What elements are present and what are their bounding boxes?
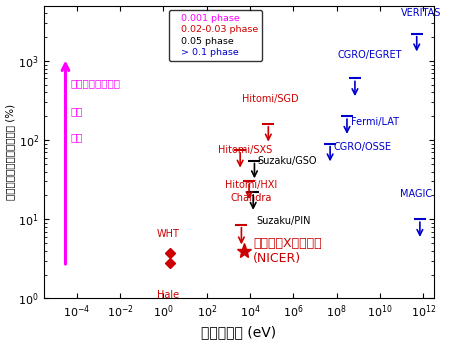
Text: MAGIC: MAGIC [400,189,432,199]
Text: 日本の電波望遠鏡: 日本の電波望遠鏡 [70,78,120,88]
Text: CGRO/EGRET: CGRO/EGRET [337,50,401,60]
Text: 白田: 白田 [70,132,83,142]
Text: Hitomi/HXI: Hitomi/HXI [225,180,278,190]
Legend: 0.001 phase, 0.02-0.03 phase, 0.05 phase, > 0.1 phase: 0.001 phase, 0.02-0.03 phase, 0.05 phase… [169,10,262,61]
Text: WHT: WHT [157,229,180,239]
Text: ナイサーX線望遠鏡
(NICER): ナイサーX線望遠鏡 (NICER) [253,237,322,265]
Y-axis label: 巨大電波パルスでの増幅率 (%): 巨大電波パルスでの増幅率 (%) [5,104,16,200]
Text: 鹿島: 鹿島 [70,107,83,116]
X-axis label: エネルギー (eV): エネルギー (eV) [201,325,276,339]
Text: Suzaku/PIN: Suzaku/PIN [256,216,311,226]
Text: Suzaku/GSO: Suzaku/GSO [257,156,317,166]
Text: VERITAS: VERITAS [400,8,441,18]
Text: CGRO/OSSE: CGRO/OSSE [334,142,392,152]
Text: Hitomi/SGD: Hitomi/SGD [242,94,298,104]
Text: Chandra: Chandra [230,193,271,203]
Text: Fermi/LAT: Fermi/LAT [351,117,399,127]
Text: Hitomi/SXS: Hitomi/SXS [219,145,273,155]
Text: Hale: Hale [157,290,179,300]
